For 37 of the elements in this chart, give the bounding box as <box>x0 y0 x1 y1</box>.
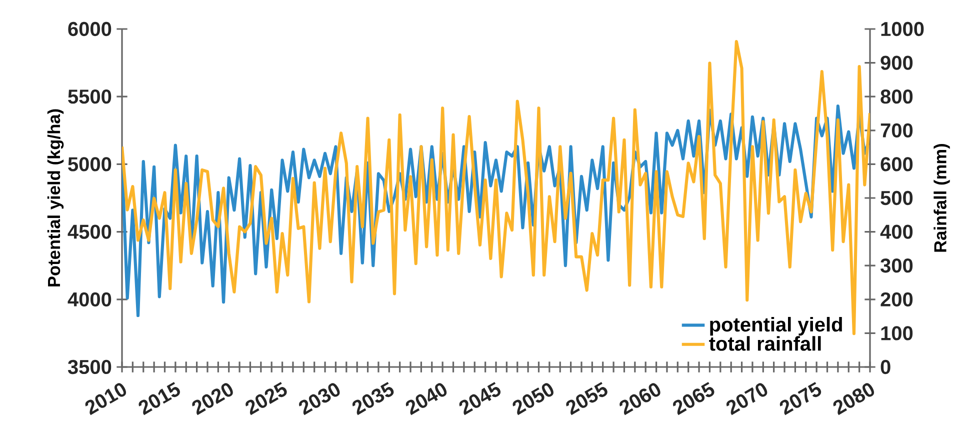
x-tick-label: 2010 <box>85 383 126 416</box>
x-tick-label: 2040 <box>406 383 447 416</box>
y-tick-label: 6000 <box>68 22 112 36</box>
y2-tick-label: 300 <box>880 258 913 273</box>
y-axis-title: Potential yield (kg/ha) <box>47 109 64 286</box>
x-tick-label: 2030 <box>299 383 340 416</box>
legend-label: potential yield <box>710 316 842 336</box>
x-tick-label: 2045 <box>459 382 501 416</box>
x-tick-label: 2025 <box>246 382 287 416</box>
y-tick-label: 4000 <box>68 292 112 306</box>
y2-tick-label: 900 <box>880 56 913 70</box>
x-tick-label: 2065 <box>673 382 714 416</box>
x-tick-label: 2060 <box>620 383 660 416</box>
y-tick-label: 4500 <box>68 224 112 239</box>
y2-tick-label: 600 <box>880 157 913 172</box>
y2-tick-label: 1000 <box>881 22 924 36</box>
x-tick-label: 2055 <box>566 382 608 416</box>
y2-tick-label: 700 <box>880 123 913 138</box>
y-tick-label: 5500 <box>68 90 112 104</box>
y2-tick-label: 400 <box>880 224 913 239</box>
y2-tick-label: 500 <box>880 190 913 206</box>
x-tick-label: 2075 <box>780 382 822 416</box>
y-tick-label: 3500 <box>68 360 112 374</box>
y2-tick-label: 800 <box>880 90 913 104</box>
x-tick-label: 2020 <box>192 383 233 416</box>
y2-tick-label: 100 <box>881 326 913 340</box>
y2-tick-label: 0 <box>880 360 890 374</box>
x-tick-label: 2015 <box>138 382 180 416</box>
legend-label: total rainfall <box>709 336 821 351</box>
x-tick-label: 2070 <box>726 383 768 416</box>
y2-tick-label: 200 <box>880 292 913 306</box>
x-tick-label: 2050 <box>512 383 554 416</box>
y2-axis-title: Rainfall (mm) <box>934 144 950 252</box>
x-tick-label: 2035 <box>352 382 394 416</box>
line-series <box>122 40 870 336</box>
x-tick-label: 2080 <box>833 383 874 416</box>
y-tick-label: 5000 <box>68 157 112 172</box>
